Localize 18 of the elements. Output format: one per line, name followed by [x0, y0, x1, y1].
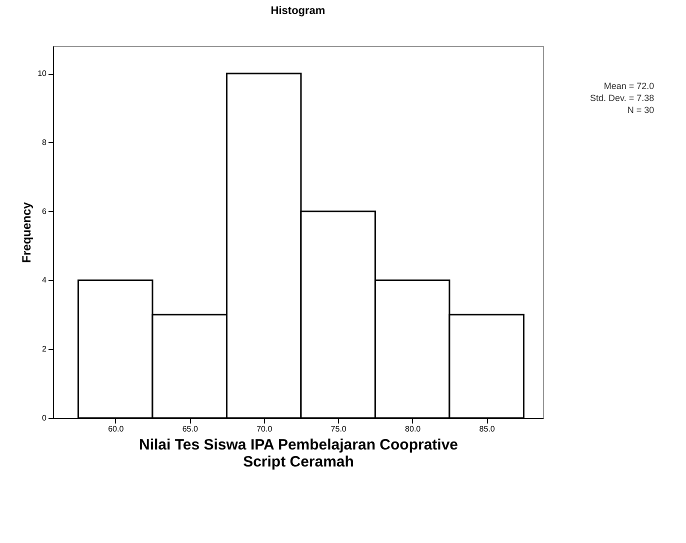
x-axis-title: Nilai Tes Siswa IPA Pembelajaran Cooprative Script Ceramah: [138, 436, 458, 470]
text: Std. Dev. = 7.38: [590, 92, 654, 104]
x-tick-label: 70.0: [256, 424, 273, 434]
x-tick-label: 80.0: [405, 424, 422, 434]
x-tick-label: 60.0: [108, 424, 124, 434]
x-tick-label: 85.0: [479, 424, 496, 434]
y-tick-label: 8: [42, 138, 48, 147]
text: N = 30: [626, 104, 654, 116]
y-tick-label: 4: [42, 276, 48, 285]
y-tick-label: 6: [42, 206, 48, 216]
text: Mean = 72.0: [602, 80, 654, 92]
chart-title: Histogram: [270, 5, 326, 17]
y-tick-label: 10: [38, 69, 48, 78]
y-tick-label: 2: [42, 344, 48, 354]
y-axis-title: Frequency: [20, 202, 34, 263]
x-tick-label: 75.0: [330, 424, 347, 434]
x-tick-label: 65.0: [182, 424, 198, 434]
y-tick-label: 0: [42, 414, 48, 422]
